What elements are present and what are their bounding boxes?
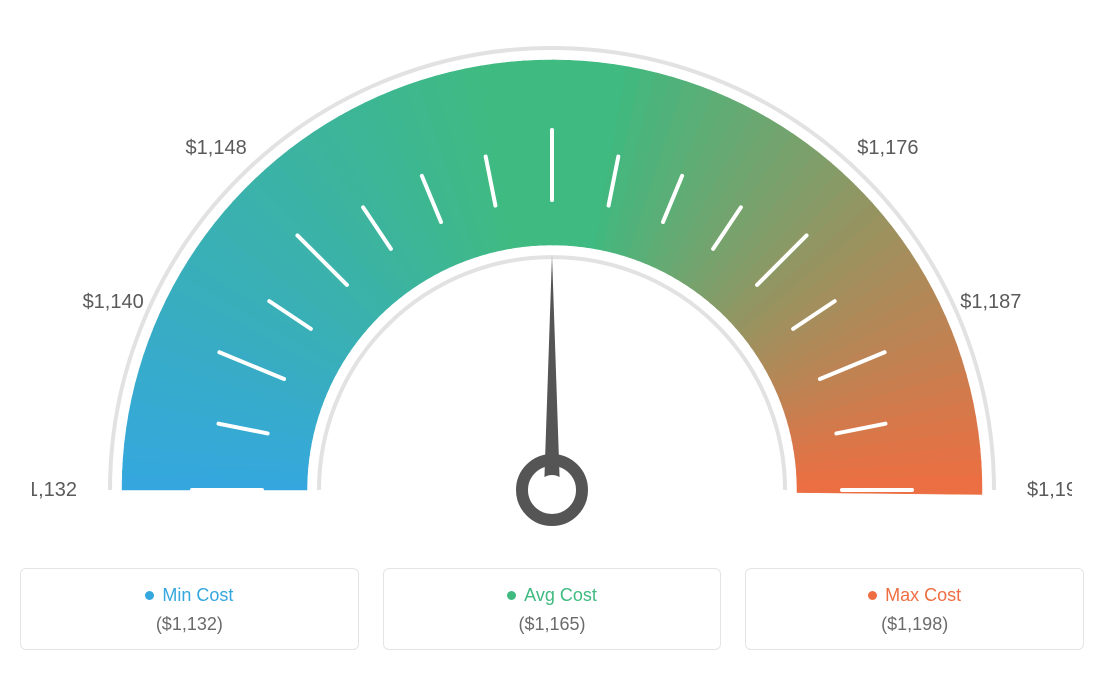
legend-card-min: Min Cost ($1,132) [20,568,359,650]
legend-value-avg: ($1,165) [402,614,703,635]
gauge-svg-container: $1,132$1,140$1,148$1,165$1,176$1,187$1,1… [20,20,1084,540]
legend-dot-min [145,591,154,600]
gauge-svg: $1,132$1,140$1,148$1,165$1,176$1,187$1,1… [32,20,1072,540]
gauge-tick-label: $1,176 [857,137,918,159]
legend-card-max: Max Cost ($1,198) [745,568,1084,650]
gauge-tick-label: $1,132 [32,479,77,501]
legend-label-avg: Avg Cost [402,585,703,606]
legend-value-min: ($1,132) [39,614,340,635]
legend-text-avg: Avg Cost [524,585,597,606]
legend-text-min: Min Cost [162,585,233,606]
cost-gauge-chart: $1,132$1,140$1,148$1,165$1,176$1,187$1,1… [20,20,1084,650]
legend-card-avg: Avg Cost ($1,165) [383,568,722,650]
gauge-tick-label: $1,198 [1027,479,1072,501]
legend-label-min: Min Cost [39,585,340,606]
legend-label-max: Max Cost [764,585,1065,606]
legend-dot-max [868,591,877,600]
gauge-tick-label: $1,148 [186,137,247,159]
legend-text-max: Max Cost [885,585,961,606]
legend-value-max: ($1,198) [764,614,1065,635]
legend-dot-avg [507,591,516,600]
legend-row: Min Cost ($1,132) Avg Cost ($1,165) Max … [20,568,1084,650]
gauge-tick-label: $1,140 [83,291,144,313]
gauge-tick-label: $1,187 [960,291,1021,313]
